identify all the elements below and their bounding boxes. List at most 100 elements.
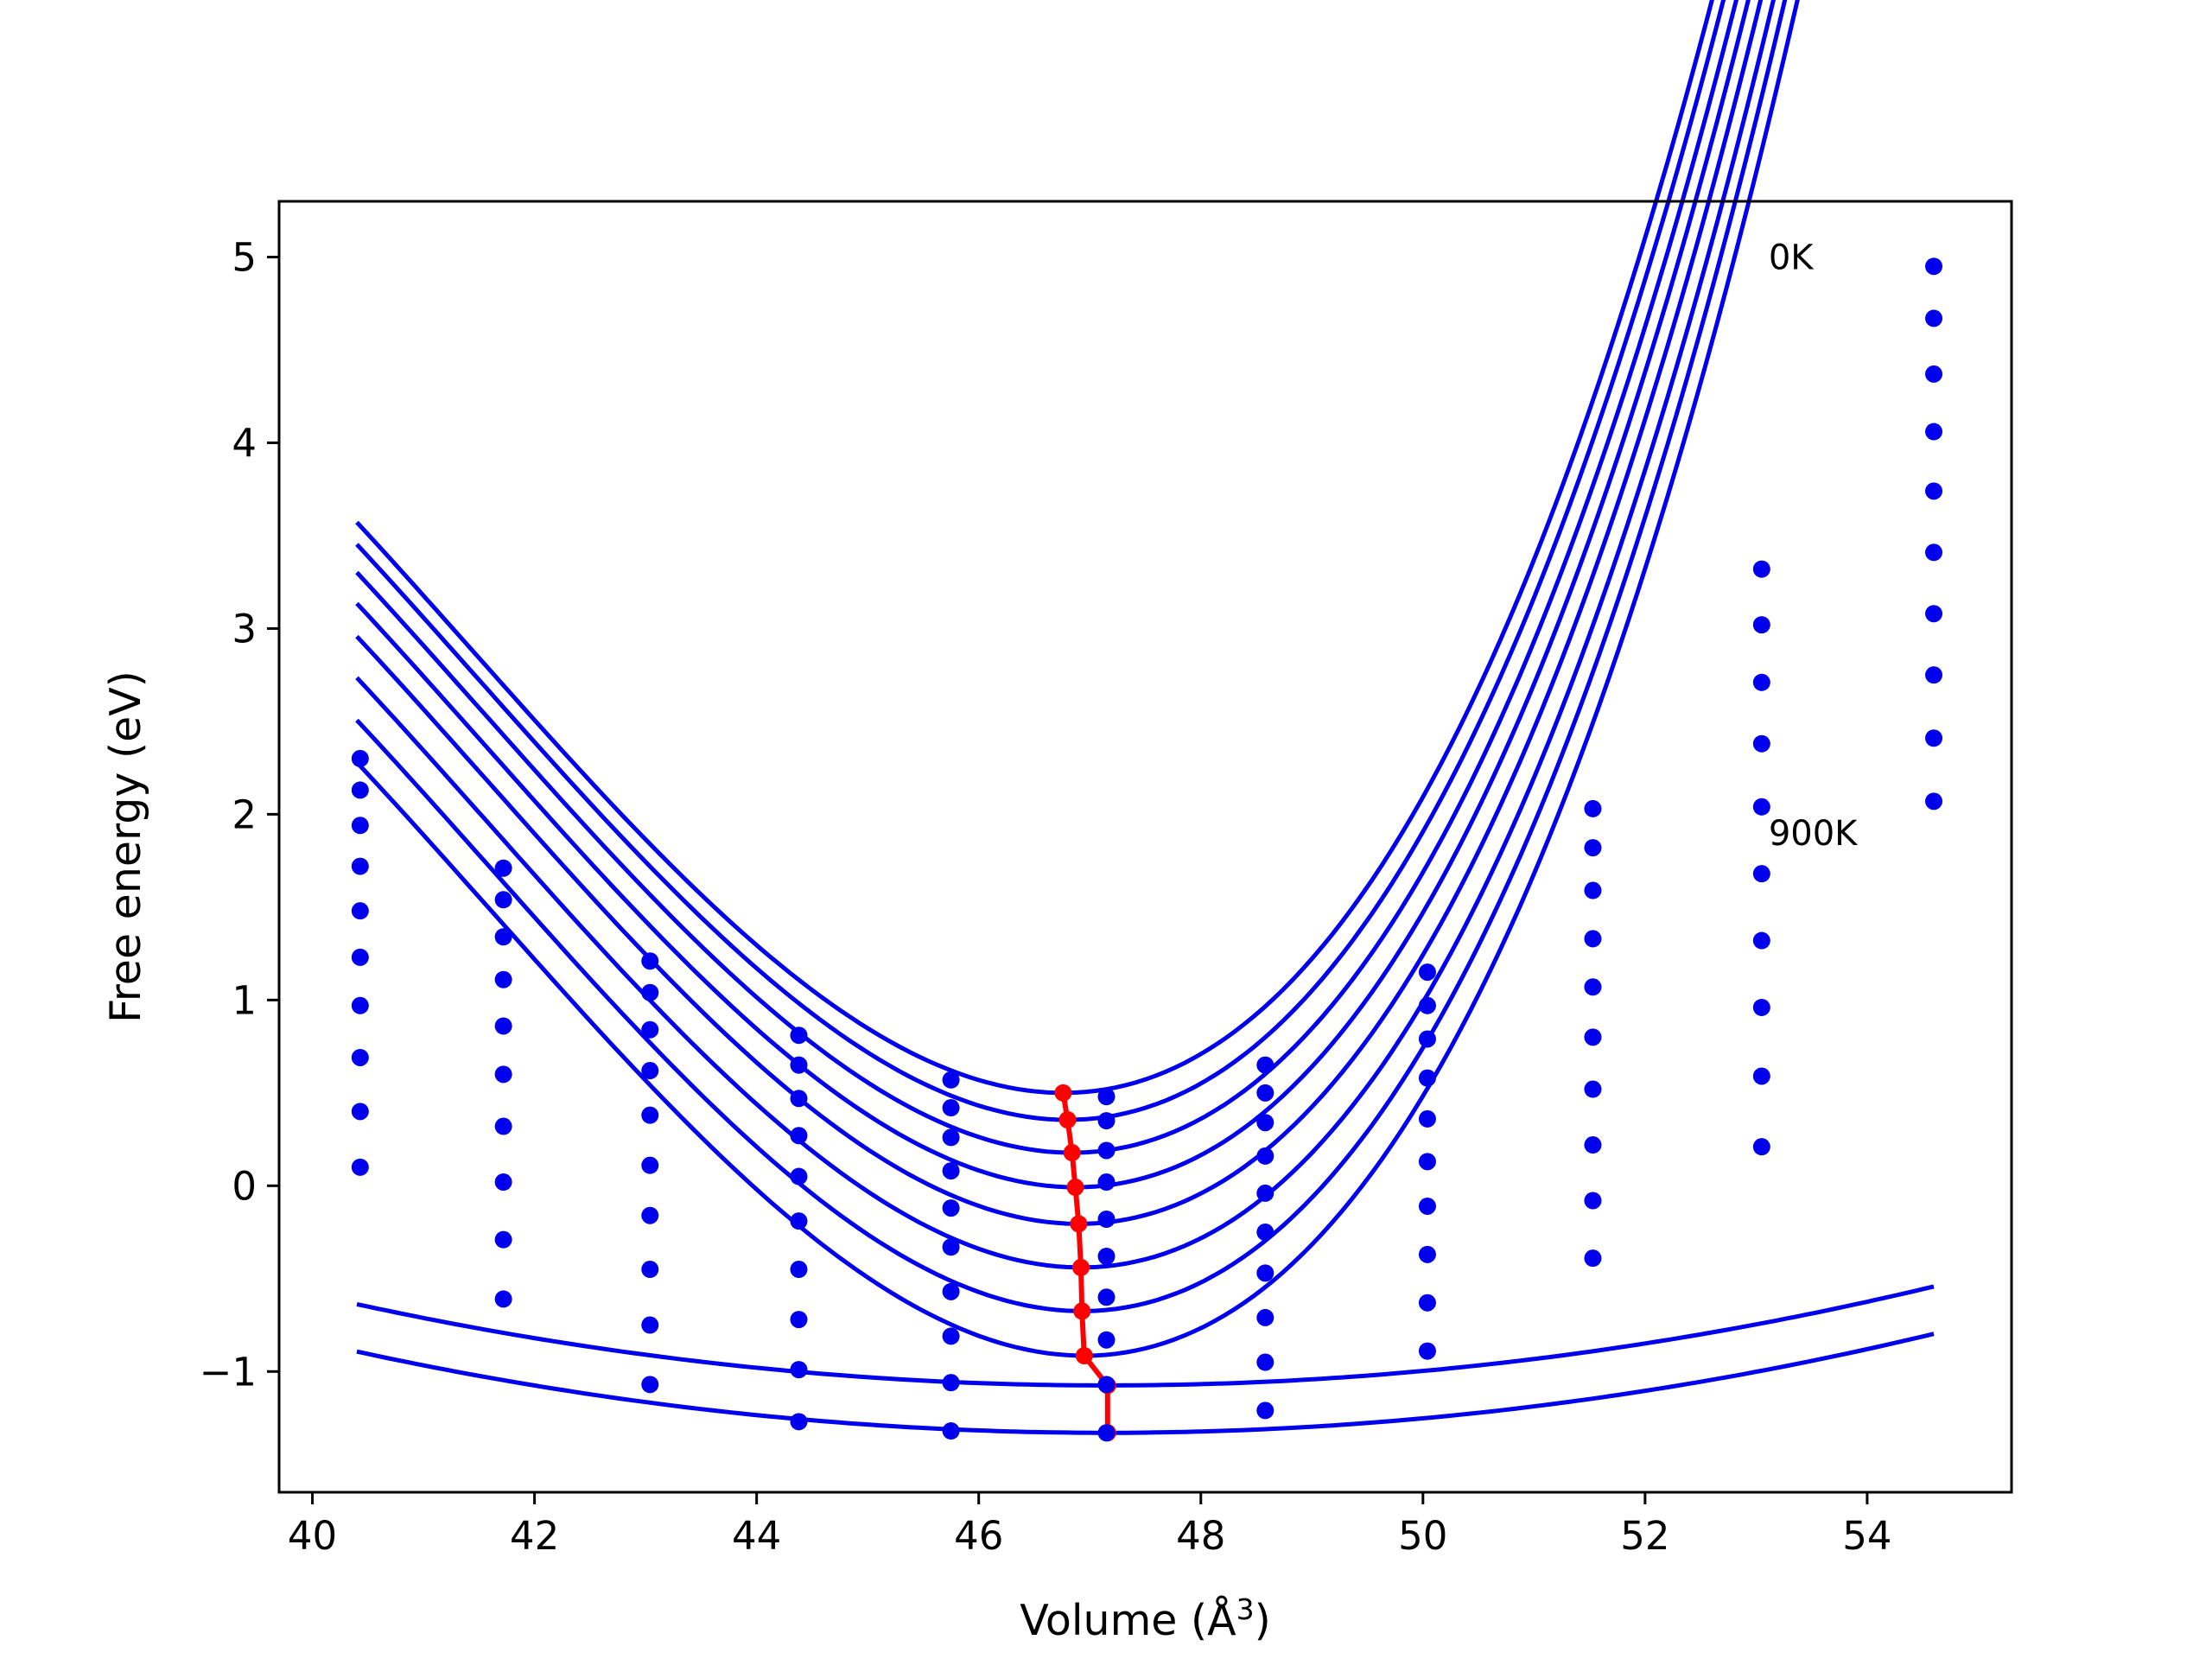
- data-point-s4-v4: [790, 1127, 808, 1145]
- data-point-s2-v8: [1418, 996, 1436, 1014]
- data-point-s2-v1: [351, 781, 369, 799]
- data-point-s5-v1: [351, 902, 369, 920]
- data-point-s9-v2: [494, 1230, 512, 1249]
- data-point-s1-v8: [1418, 963, 1436, 982]
- minimum-point-1: [1054, 1084, 1072, 1102]
- x-tick-label-8: 54: [1842, 1513, 1891, 1559]
- data-point-s8-v3: [641, 1261, 659, 1279]
- fit-curve-8: [355, 0, 1800, 1358]
- minimum-point-7: [1073, 1302, 1091, 1320]
- data-point-s10-v11: [1925, 792, 1943, 810]
- data-point-s1-v7: [1256, 1056, 1274, 1074]
- data-point-s10-v7: [1256, 1402, 1274, 1420]
- data-point-s2-v5: [942, 1099, 960, 1117]
- fit-curve-6: [355, 0, 1776, 1270]
- x-tick-label-4: 46: [954, 1513, 1003, 1559]
- data-point-s7-v6: [1097, 1288, 1116, 1306]
- data-point-s10-v3: [641, 1376, 659, 1394]
- data-point-s4-v3: [641, 1062, 659, 1080]
- data-point-s6-v4: [790, 1212, 808, 1230]
- data-point-s9-v3: [641, 1316, 659, 1334]
- data-point-s6-v7: [1256, 1224, 1274, 1242]
- data-point-s7-v7: [1256, 1264, 1274, 1282]
- y-tick-label-1: −1: [200, 1349, 257, 1395]
- data-point-s9-v4: [790, 1361, 808, 1379]
- data-point-s5-v7: [1256, 1184, 1274, 1202]
- x-axis-title-superscript: 3: [1236, 1592, 1255, 1626]
- data-point-s8-v6: [1097, 1331, 1116, 1349]
- fit-curve-10: [356, 1332, 1935, 1435]
- data-point-s10-v8: [1418, 1342, 1436, 1360]
- data-point-s8-v11: [1925, 666, 1943, 684]
- data-point-s10-v4: [790, 1413, 808, 1431]
- data-point-s8-v4: [790, 1311, 808, 1329]
- y-tick-label-4: 2: [232, 791, 257, 837]
- annotation-1: 0K: [1769, 238, 1815, 277]
- data-point-s3-v11: [1925, 365, 1943, 383]
- data-point-s4-v9: [1584, 930, 1602, 948]
- data-point-s3-v9: [1584, 881, 1602, 899]
- data-point-s4-v1: [351, 857, 369, 875]
- minimum-point-5: [1070, 1215, 1088, 1233]
- fit-curves: [355, 0, 1935, 1435]
- x-axis-title: Volume (Å3): [1020, 1592, 1271, 1645]
- x-tick-label-6: 50: [1398, 1513, 1447, 1559]
- y-tick-label-7: 5: [232, 234, 257, 280]
- data-point-s3-v2: [494, 928, 512, 946]
- y-tick-label-2: 0: [232, 1163, 257, 1209]
- data-point-s4-v8: [1418, 1069, 1436, 1087]
- data-point-s6-v8: [1418, 1153, 1436, 1171]
- fit-curve-1: [355, 0, 1714, 1096]
- data-point-s3-v4: [790, 1090, 808, 1108]
- data-point-s1-v9: [1584, 799, 1602, 817]
- data-point-s7-v2: [494, 1117, 512, 1135]
- data-point-s7-v9: [1584, 1080, 1602, 1098]
- data-point-s2-v10: [1752, 616, 1770, 634]
- data-point-s5-v3: [641, 1106, 659, 1124]
- data-point-s5-v10: [1752, 798, 1770, 816]
- minimum-path-line: [1060, 1092, 1110, 1433]
- data-point-s9-v1: [351, 1103, 369, 1121]
- y-tick-label-6: 4: [232, 420, 257, 466]
- minimum-point-8: [1075, 1347, 1093, 1365]
- fit-curve-5: [355, 0, 1764, 1226]
- data-point-s6-v3: [641, 1156, 659, 1174]
- data-point-s9-v5: [942, 1374, 960, 1392]
- data-point-s2-v9: [1584, 839, 1602, 857]
- minimum-point-6: [1071, 1258, 1090, 1276]
- data-point-s8-v9: [1584, 1136, 1602, 1154]
- data-point-s8-v1: [351, 1048, 369, 1066]
- data-point-s5-v2: [494, 1017, 512, 1035]
- x-tick-label-2: 42: [510, 1513, 559, 1559]
- x-tick-label-1: 40: [288, 1513, 337, 1559]
- data-point-s10-v10: [1752, 1138, 1770, 1156]
- data-point-s4-v6: [1097, 1173, 1116, 1192]
- data-point-s1-v6: [1097, 1088, 1116, 1106]
- data-point-s6-v11: [1925, 543, 1943, 562]
- data-point-s1-v11: [1925, 257, 1943, 276]
- data-point-s6-v10: [1752, 865, 1770, 883]
- data-point-s10-v5: [942, 1422, 960, 1440]
- data-point-s4-v7: [1256, 1147, 1274, 1165]
- data-point-s3-v10: [1752, 673, 1770, 691]
- data-point-s7-v5: [942, 1282, 960, 1300]
- data-point-s9-v10: [1752, 1067, 1770, 1085]
- data-point-s6-v2: [494, 1065, 512, 1084]
- data-point-s7-v3: [641, 1206, 659, 1224]
- data-point-s6-v6: [1097, 1247, 1116, 1265]
- data-point-s2-v11: [1925, 309, 1943, 327]
- annotation-2: 900K: [1769, 814, 1859, 854]
- data-point-s7-v4: [790, 1261, 808, 1279]
- annotations: 0K 900K: [1769, 238, 1859, 853]
- data-point-s4-v11: [1925, 423, 1943, 441]
- data-point-s7-v11: [1925, 605, 1943, 623]
- plot-frame: [277, 200, 2013, 1494]
- data-point-s8-v5: [942, 1327, 960, 1345]
- y-tick-label-3: 1: [232, 977, 257, 1023]
- data-point-s3-v8: [1418, 1030, 1436, 1048]
- data-point-s9-v11: [1925, 729, 1943, 747]
- fit-curve-9: [356, 1284, 1935, 1388]
- x-tick-label-7: 52: [1620, 1513, 1669, 1559]
- data-point-s5-v9: [1584, 978, 1602, 996]
